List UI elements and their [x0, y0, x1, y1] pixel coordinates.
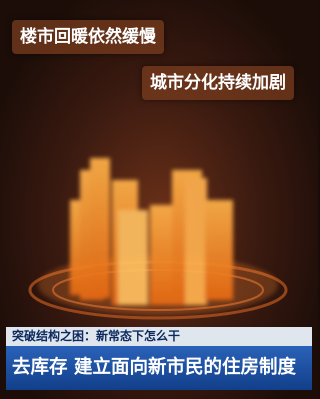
headline-bar: 去库存 建立面向新市民的住房制度	[6, 346, 312, 390]
block	[205, 200, 233, 300]
topic-bar: 突破结构之困：新常态下怎么干	[6, 327, 312, 346]
overlay-label: 楼市回暖依然缓慢	[12, 20, 164, 54]
block	[90, 158, 110, 298]
bars	[70, 158, 233, 305]
block	[185, 178, 207, 305]
block	[118, 210, 148, 305]
screenshot: 楼市回暖依然缓慢 城市分化持续加剧 突破结构之困：新常态下怎么干 去库存 建立面…	[0, 0, 318, 399]
overlay-label: 城市分化持续加剧	[142, 66, 294, 100]
